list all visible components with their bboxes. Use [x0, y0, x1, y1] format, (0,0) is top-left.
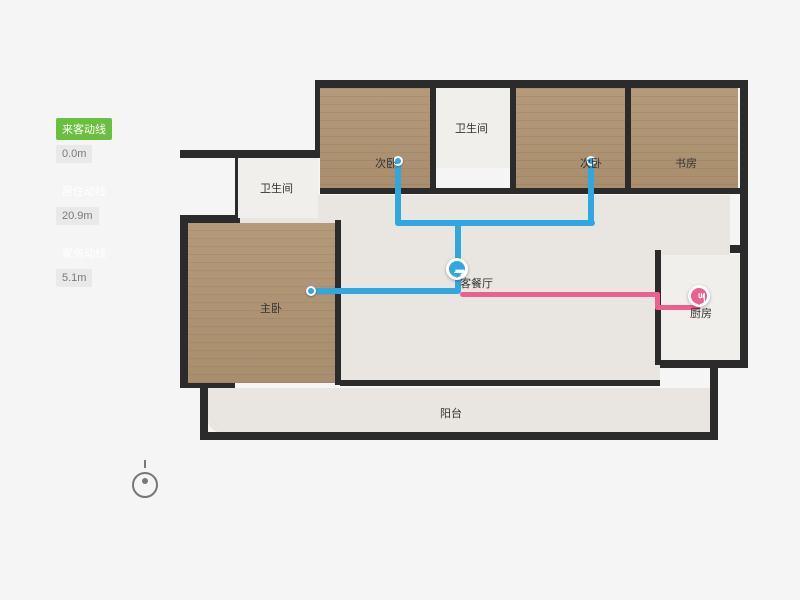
floorplan-canvas: 来客动线 0.0m 居住动线 20.9m 家务动线 5.1m	[0, 0, 800, 600]
legend-item-resident: 居住动线 20.9m	[56, 180, 112, 224]
legend-badge: 居住动线	[56, 180, 112, 202]
legend-value: 0.0m	[56, 145, 92, 163]
room-label: 主卧	[260, 300, 282, 316]
legend-item-housework: 家务动线 5.1m	[56, 242, 112, 286]
floorplan: 卫生间 卫生间 次卧 次卧 书房 主卧 客餐厅 厨房 阳台	[180, 60, 770, 480]
legend-value: 20.9m	[56, 207, 99, 225]
legend: 来客动线 0.0m 居住动线 20.9m 家务动线 5.1m	[56, 118, 112, 304]
room-label: 客餐厅	[460, 275, 493, 291]
room-label: 书房	[675, 155, 697, 171]
marker-kitchen-icon	[688, 285, 710, 307]
room-label: 次卧	[580, 155, 602, 171]
room-label: 阳台	[440, 405, 462, 421]
path-endpoint-icon	[306, 286, 316, 296]
legend-value: 5.1m	[56, 269, 92, 287]
room-label: 卫生间	[260, 180, 293, 196]
legend-badge: 家务动线	[56, 242, 112, 264]
room-label: 卫生间	[455, 120, 488, 136]
room-label: 厨房	[690, 305, 712, 321]
compass-icon	[130, 460, 160, 498]
legend-badge: 来客动线	[56, 118, 112, 140]
legend-item-visitor: 来客动线 0.0m	[56, 118, 112, 162]
room-label: 次卧	[375, 155, 397, 171]
